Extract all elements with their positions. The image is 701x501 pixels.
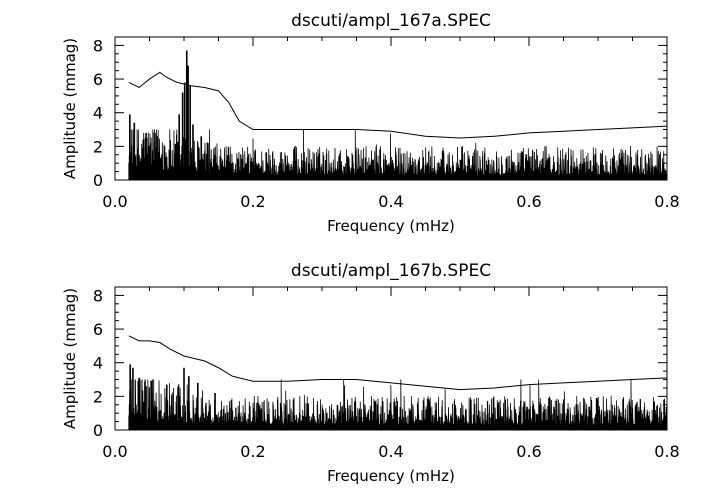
spectrum-panel-1: dscuti/ampl_167a.SPEC 0.0 0.2 0.4 0.6 0.8 0 2 4 6… <box>61 11 680 235</box>
y-tick-label: 4 <box>93 104 103 123</box>
x-tick-label: 0.2 <box>240 442 265 461</box>
y-tick-label: 8 <box>93 36 103 55</box>
y-axis-label: Amplitude (mmag) <box>61 38 79 179</box>
y-tick-label: 2 <box>93 137 103 156</box>
y-tick-label: 6 <box>93 70 103 89</box>
significance-threshold-line <box>128 71 668 139</box>
x-tick-label: 0.4 <box>378 442 403 461</box>
x-tick-label: 0.2 <box>240 192 265 211</box>
x-tick-label: 0.4 <box>378 192 403 211</box>
x-axis-label: Frequency (mHz) <box>327 217 455 235</box>
x-axis-label: Frequency (mHz) <box>327 467 455 485</box>
y-tick-label: 0 <box>93 421 103 440</box>
x-tick-label: 0.0 <box>102 192 127 211</box>
amplitude-spectrum-line <box>128 129 668 181</box>
significance-threshold-line <box>128 335 668 391</box>
x-tick-label: 0.8 <box>654 442 679 461</box>
chart-title: dscuti/ampl_167a.SPEC <box>291 11 491 31</box>
amplitude-spectrum-line <box>128 379 668 431</box>
y-tick-label: 0 <box>93 171 103 190</box>
y-tick-label: 4 <box>93 354 103 373</box>
y-tick-label: 2 <box>93 387 103 406</box>
y-tick-label: 8 <box>93 286 103 305</box>
x-tick-label: 0.0 <box>102 442 127 461</box>
chart-title: dscuti/ampl_167b.SPEC <box>291 261 491 281</box>
spectrum-panel-2: dscuti/ampl_167b.SPEC 0.0 0.2 0.4 0.6 0.8 0 2 4 6… <box>61 261 680 485</box>
x-tick-label: 0.6 <box>516 442 541 461</box>
y-tick-label: 6 <box>93 320 103 339</box>
x-tick-label: 0.8 <box>654 192 679 211</box>
y-axis-label: Amplitude (mmag) <box>61 288 79 429</box>
x-tick-label: 0.6 <box>516 192 541 211</box>
